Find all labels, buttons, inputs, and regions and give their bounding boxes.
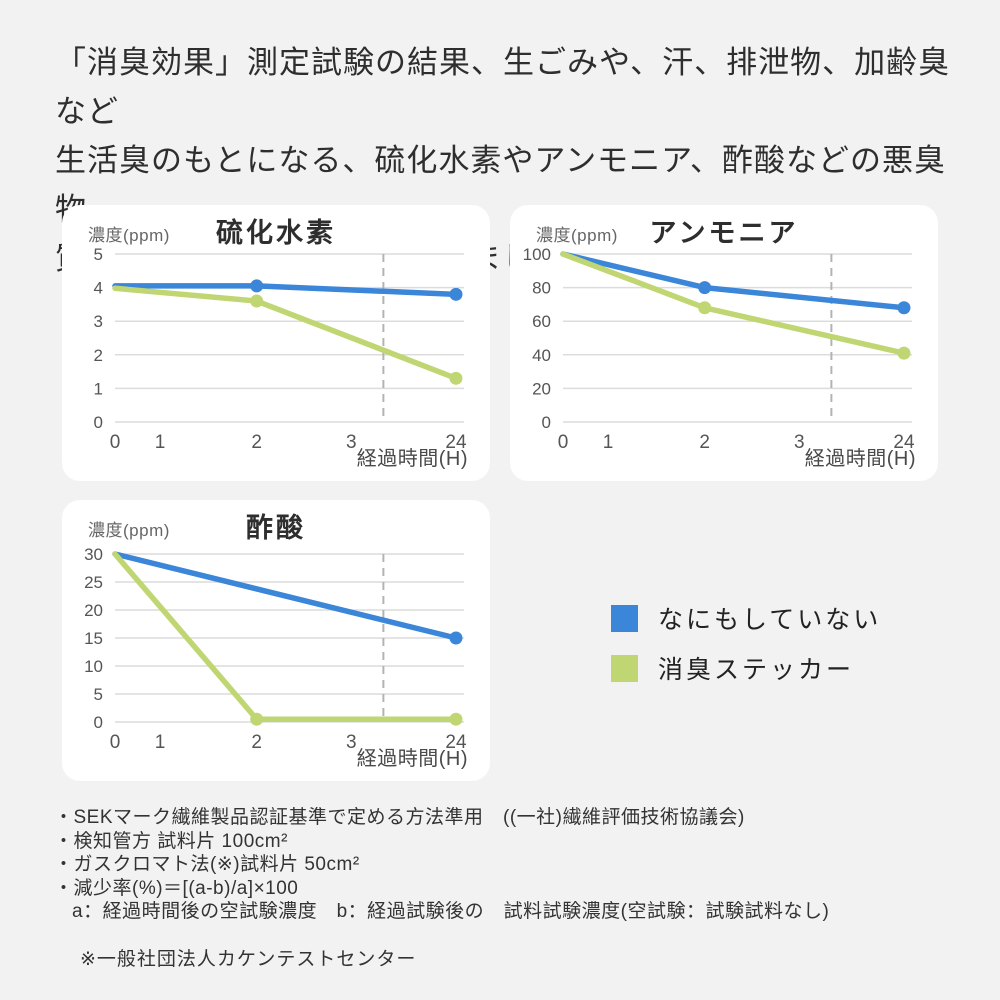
chart-svg-hydrogen-sulfide: 0 1 2 3 4 5 0 1 2 3 24 — [94, 245, 467, 453]
data-point-marker — [897, 346, 911, 360]
y-tick-label: 3 — [94, 312, 103, 331]
x-tick-label: 24 — [893, 432, 915, 453]
x-axis-label: 経過時間(H) — [804, 448, 916, 470]
y-tick-label: 40 — [532, 346, 551, 365]
footnote-line: ・SEKマーク繊維製品認証基準で定める方法準用 ((一社)繊維評価技術協議会) — [54, 807, 745, 828]
legend-label: なにもしていない — [658, 606, 882, 634]
y-tick-label: 60 — [532, 312, 551, 331]
x-tick-label: 24 — [445, 432, 467, 453]
x-tick-label: 1 — [603, 432, 614, 453]
y-tick-label: 2 — [94, 346, 103, 365]
footnote-test-center: ※一般社団法人カケンテストセンター — [80, 948, 417, 970]
y-tick-label: 1 — [94, 379, 103, 398]
chart-card-ammonia: 0 20 40 60 80 100 0 1 2 3 24 濃度(ppm) アンモニア 経過時間(H) — [510, 205, 938, 481]
chart-title: アンモニア — [649, 218, 799, 248]
data-point-marker — [897, 301, 911, 315]
header-line: 生活臭のもとになる、硫化水素やアンモニア、酢酸などの悪臭物 — [55, 143, 947, 227]
legend: なにもしていない 消臭ステッカー — [611, 604, 881, 704]
legend-swatch-blue — [611, 604, 638, 632]
data-point-marker — [449, 631, 463, 645]
series-line — [112, 285, 459, 382]
y-tick-label: 10 — [84, 657, 103, 676]
y-tick-label: 0 — [542, 413, 551, 432]
chart-svg-acetic-acid: 0 5 10 15 20 25 30 0 1 2 3 24 — [84, 545, 467, 753]
y-axis-unit-label: 濃度(ppm) — [536, 226, 618, 245]
legend-item-untreated: なにもしていない — [611, 604, 881, 634]
y-tick-label: 5 — [94, 245, 103, 264]
data-point-marker — [250, 294, 264, 308]
data-point-marker — [250, 279, 264, 293]
y-tick-label: 20 — [84, 601, 103, 620]
x-tick-label: 1 — [155, 432, 166, 453]
data-point-marker — [449, 712, 463, 726]
series-line — [112, 551, 459, 641]
x-tick-label: 3 — [346, 432, 357, 453]
footnote-line: a：経過時間後の空試験濃度 b：経過試験後の 試料試験濃度(空試験：試験試料なし… — [72, 901, 830, 922]
x-tick-label: 2 — [251, 732, 262, 753]
y-tick-label: 80 — [532, 279, 551, 298]
y-tick-label: 15 — [84, 629, 103, 648]
x-tick-label: 0 — [558, 432, 569, 453]
y-tick-label: 25 — [84, 573, 103, 592]
y-tick-label: 4 — [94, 279, 103, 298]
data-point-marker — [698, 281, 712, 295]
x-tick-label: 0 — [110, 432, 121, 453]
y-tick-label: 20 — [532, 379, 551, 398]
y-tick-label: 100 — [523, 245, 551, 264]
x-tick-label: 2 — [699, 432, 710, 453]
x-tick-label: 3 — [346, 732, 357, 753]
x-tick-label: 0 — [110, 732, 121, 753]
footnotes: ・SEKマーク繊維製品認証基準で定める方法準用 ((一社)繊維評価技術協議会) … — [54, 806, 964, 971]
chart-card-hydrogen-sulfide: 0 1 2 3 4 5 0 1 2 3 24 濃度(ppm) 硫化水素 経過時間(H) — [62, 205, 490, 481]
y-tick-label: 5 — [94, 685, 103, 704]
chart-title: 酢酸 — [246, 513, 306, 543]
footnote-line: ・減少率(%)＝[(a-b)/a]×100 — [54, 877, 299, 899]
data-point-marker — [698, 301, 712, 315]
legend-swatch-green — [611, 654, 638, 682]
y-axis-unit-label: 濃度(ppm) — [88, 521, 170, 540]
x-tick-label: 2 — [251, 432, 262, 453]
series-line — [560, 251, 907, 311]
footnote-line: ・ガスクロマト法(※)試料片 50cm² — [54, 854, 360, 875]
chart-card-acetic-acid: 0 5 10 15 20 25 30 0 1 2 3 24 濃度(ppm) 酢酸 経過時間(H) — [62, 500, 490, 781]
data-point-marker — [449, 287, 463, 301]
x-tick-label: 24 — [445, 732, 467, 753]
data-point-marker — [250, 712, 264, 726]
x-axis-label: 経過時間(H) — [356, 448, 468, 470]
y-tick-label: 30 — [84, 545, 103, 564]
data-point-marker — [449, 371, 463, 385]
footnote-line: ・検知管方 試料片 100cm² — [54, 830, 288, 852]
chart-title: 硫化水素 — [216, 218, 336, 248]
legend-label: 消臭ステッカー — [658, 656, 855, 684]
x-axis-label: 経過時間(H) — [356, 748, 468, 770]
x-tick-label: 1 — [155, 732, 166, 753]
header-line: 「消臭効果」測定試験の結果、生ごみや、汗、排泄物、加齢臭など — [55, 45, 951, 129]
legend-item-deodorant-sticker: 消臭ステッカー — [611, 654, 881, 684]
y-tick-label: 0 — [94, 713, 103, 732]
x-tick-label: 3 — [794, 432, 805, 453]
y-tick-label: 0 — [94, 413, 103, 432]
y-axis-unit-label: 濃度(ppm) — [88, 226, 170, 245]
chart-svg-ammonia: 0 20 40 60 80 100 0 1 2 3 24 — [523, 245, 915, 453]
